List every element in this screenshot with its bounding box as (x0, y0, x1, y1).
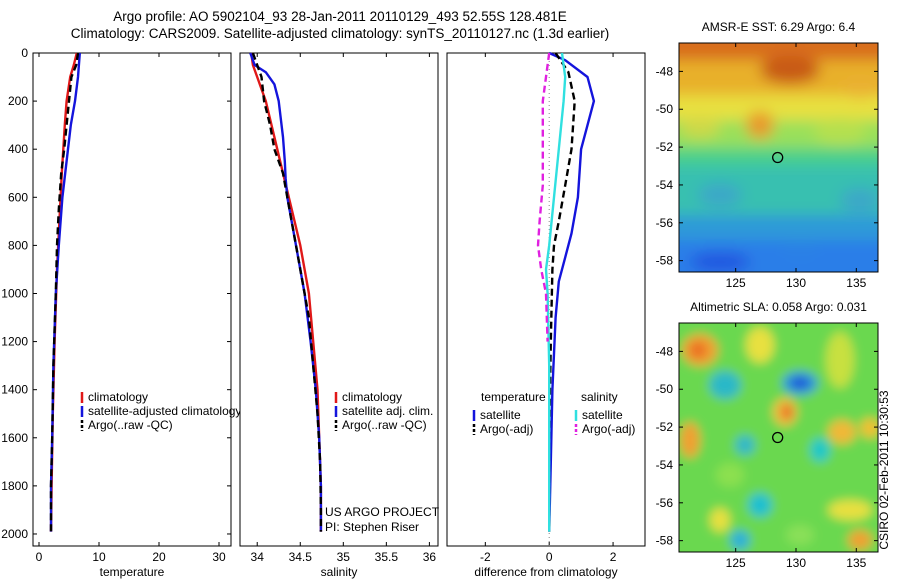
legend-label: satellite (480, 408, 521, 422)
y-tick-label: -58 (656, 254, 674, 268)
plot-frame (32, 52, 232, 547)
x-axis-label: salinity (321, 565, 358, 579)
map-frame (678, 42, 879, 273)
y-tick-label: 200 (8, 94, 28, 108)
series-argo-raw-qc (251, 52, 323, 532)
legend-label: climatology (342, 390, 402, 404)
x-tick-label: 30 (212, 550, 226, 564)
y-tick-label: -52 (656, 140, 674, 154)
series-argo-raw-qc (49, 52, 80, 532)
legend-label: Argo(..raw -QC) (342, 418, 427, 432)
x-tick-label: 2 (610, 550, 617, 564)
map-title: Altimetric SLA: 0.058 Argo: 0.031 (690, 300, 867, 314)
annotation-project: US ARGO PROJECT (325, 505, 440, 519)
y-tick-label: -56 (656, 216, 674, 230)
legend-heading: salinity (581, 390, 618, 404)
legend-label: satellite adj. clim. (342, 404, 433, 418)
legend-label: Argo(-adj) (480, 422, 533, 436)
header-line-1: Argo profile: AO 5902104_93 28-Jan-2011 … (113, 9, 567, 24)
x-tick-label: 125 (726, 276, 746, 290)
x-tick-label: 0 (546, 550, 553, 564)
x-tick-label: 135 (846, 556, 866, 570)
panel-sst-map: AMSR-E SST: 6.29 Argo: 6.4 125 130 135 -48 -5… (656, 20, 879, 290)
x-tick-label: 10 (92, 550, 106, 564)
legend-heading: temperature (481, 390, 546, 404)
y-tick-label: 400 (8, 142, 28, 156)
x-tick-label: 35 (337, 550, 351, 564)
y-tick-label: 1200 (1, 335, 28, 349)
panel-salinity: 34 34.5 35 35.5 36 salinity climatologysatelli… (239, 52, 440, 579)
y-tick-label: -52 (656, 420, 674, 434)
x-tick-label: 130 (786, 276, 806, 290)
series-salinity-argo-adj (536, 52, 551, 342)
x-tick-label: 125 (726, 556, 746, 570)
x-tick-label: 35.5 (375, 550, 399, 564)
legend-label: Argo(..raw -QC) (88, 418, 173, 432)
argo-float-marker (772, 431, 784, 444)
x-tick-label: 34 (251, 550, 265, 564)
map-title: AMSR-E SST: 6.29 Argo: 6.4 (702, 20, 856, 34)
y-tick-label: 1400 (1, 383, 28, 397)
y-tick-label: -56 (656, 496, 674, 510)
x-axis-label: difference from climatology (474, 565, 617, 579)
y-tick-label: -50 (656, 102, 674, 116)
header-line-2: Climatology: CARS2009. Satellite-adjuste… (70, 26, 610, 41)
y-tick-label: -54 (656, 458, 674, 472)
plot-frame (239, 52, 439, 547)
legend-label: satellite (582, 408, 623, 422)
map-panels: AMSR-E SST: 6.29 Argo: 6.4 125 130 135 -48 -5… (656, 20, 879, 570)
x-tick-label: -2 (480, 550, 491, 564)
y-tick-label: -58 (656, 534, 674, 548)
figure-header: Argo profile: AO 5902104_93 28-Jan-2011 … (0, 8, 680, 42)
series-salinity-satellite (544, 52, 567, 532)
legend-label: Argo(-adj) (582, 422, 635, 436)
sst-map-image (679, 43, 878, 272)
annotation-pi: PI: Stephen Riser (325, 520, 419, 534)
sla-map-image (679, 323, 878, 552)
y-tick-label: 1800 (1, 479, 28, 493)
panel-sla-map: Altimetric SLA: 0.058 Argo: 0.031 125 130 1… (656, 300, 879, 570)
x-tick-label: 36 (423, 550, 437, 564)
y-tick-label: 600 (8, 190, 28, 204)
panel-temperature: 0 10 20 30 0 200 400 600 800 1000 1200 1400 1600 1800… (1, 46, 241, 579)
legend-label: satellite-adjusted climatology (88, 404, 241, 418)
map-frame (678, 322, 879, 553)
x-axis-label: temperature (100, 565, 165, 579)
y-tick-label: -50 (656, 382, 674, 396)
y-tick-label: 2000 (1, 527, 28, 541)
x-tick-label: 34.5 (289, 550, 313, 564)
y-tick-label: 1000 (1, 286, 28, 300)
legend: temperaturesatelliteArgo(-adj)salinitysa… (472, 390, 635, 436)
argo-float-marker (772, 151, 784, 164)
y-tick-label: 1600 (1, 431, 28, 445)
y-tick-label: -48 (656, 344, 674, 358)
y-tick-label: -54 (656, 178, 674, 192)
y-tick-label: -48 (656, 64, 674, 78)
x-tick-label: 130 (786, 556, 806, 570)
legend-label: climatology (88, 390, 148, 404)
y-tick-label: 0 (21, 46, 28, 60)
series-temperature-satellite (548, 51, 596, 532)
series-satellite-adjusted-climatology (49, 52, 81, 532)
y-tick-label: 800 (8, 238, 28, 252)
x-tick-label: 0 (36, 550, 43, 564)
x-tick-label: 20 (152, 550, 166, 564)
x-tick-label: 135 (846, 276, 866, 290)
